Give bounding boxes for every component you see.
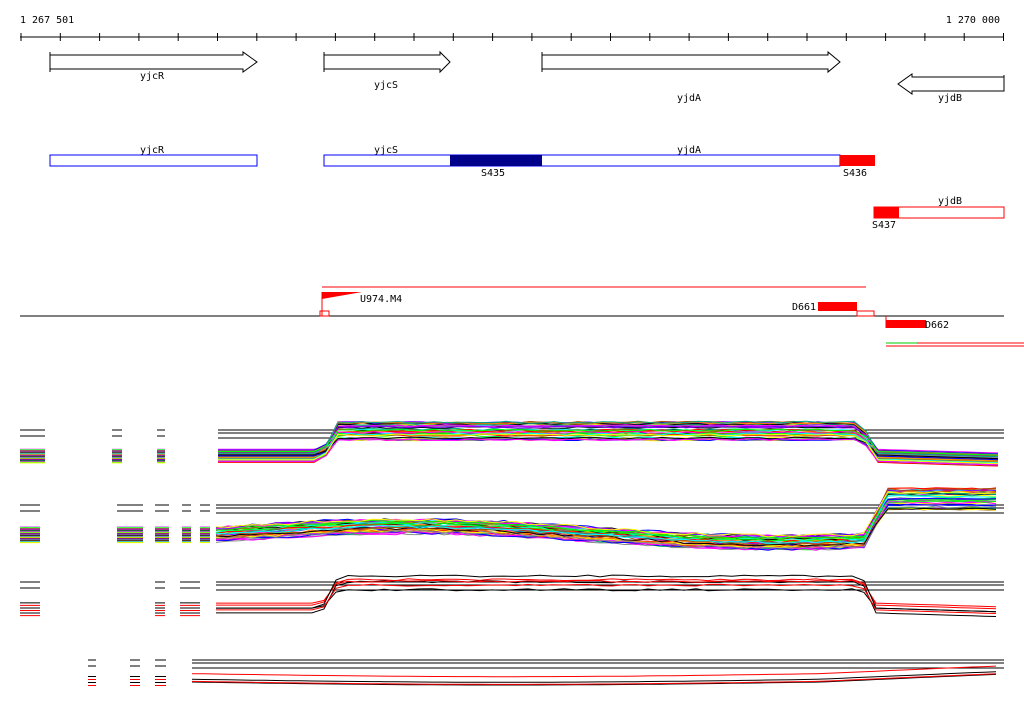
downshift-D662[interactable]: D662 [885, 316, 949, 331]
ruler-end-label: 1 270 000 [946, 15, 1000, 26]
transcript-yjcR[interactable] [49, 154, 258, 167]
gene-label: yjdA [677, 93, 701, 104]
transcript-label: yjcS [374, 145, 398, 156]
expression-series [218, 432, 999, 464]
downshift-D661[interactable]: D661 [792, 302, 875, 317]
expression-series [215, 494, 997, 545]
expression-series [218, 428, 999, 456]
expression-panel-2 [20, 487, 1004, 551]
segment-label: S436 [843, 168, 867, 179]
ruler-start-label: 1 267 501 [20, 15, 74, 26]
transcript-label: yjdB [938, 196, 962, 207]
gene-yjcR[interactable]: yjcR [49, 51, 258, 82]
gene-track: yjcR yjcS yjdA yjdB [49, 50, 1005, 104]
upshift-label: U974.M4 [360, 294, 402, 305]
gene-label: yjdB [938, 93, 962, 104]
segment-S437[interactable] [874, 207, 899, 218]
expression-series [216, 583, 997, 614]
expression-series [191, 671, 997, 683]
transcript-track: yjcR yjcS yjdA S435 S436 yjdB S437 [49, 145, 1005, 231]
gene-label: yjcS [374, 80, 398, 91]
expression-series [216, 580, 997, 617]
transcript-label: yjdA [677, 145, 701, 156]
expression-series [218, 424, 999, 466]
segment-label: S435 [481, 168, 505, 179]
expression-series [215, 505, 997, 549]
expression-panel-1 [20, 420, 1004, 467]
expression-series [216, 574, 997, 613]
gene-yjcS[interactable]: yjcS [323, 50, 451, 91]
expression-series [218, 420, 999, 458]
segment-S435[interactable] [450, 155, 542, 166]
shift-track: U974.M4 D661 D662 [20, 286, 1024, 347]
expression-tracks [20, 420, 1004, 686]
segment-label: S437 [872, 220, 896, 231]
gene-label: yjcR [140, 71, 165, 82]
expression-panel-4 [88, 659, 1004, 686]
transcript-yjcS-yjdA[interactable] [323, 154, 841, 167]
upshift-U974-M4[interactable]: U974.M4 [319, 292, 402, 317]
coordinate-ruler: 1 267 501 1 270 000 [20, 15, 1004, 41]
expression-series [191, 665, 997, 678]
ruler-ticks [20, 33, 1004, 41]
expression-series [215, 500, 997, 540]
gene-yjdA[interactable]: yjdA [541, 50, 841, 104]
segment-S436[interactable] [840, 155, 875, 166]
downshift-label: D661 [792, 302, 816, 313]
gene-yjdB[interactable]: yjdB [897, 73, 1005, 104]
downshift-label: D662 [925, 320, 949, 331]
expression-series [191, 673, 997, 685]
expression-series [215, 491, 997, 538]
expression-series [216, 588, 997, 613]
expression-series [218, 433, 999, 464]
expression-series [191, 673, 997, 686]
expression-panel-3 [20, 574, 1004, 617]
expression-series [218, 438, 999, 466]
expression-series [216, 579, 997, 608]
expression-series [218, 425, 999, 458]
transcript-label: yjcR [140, 145, 165, 156]
